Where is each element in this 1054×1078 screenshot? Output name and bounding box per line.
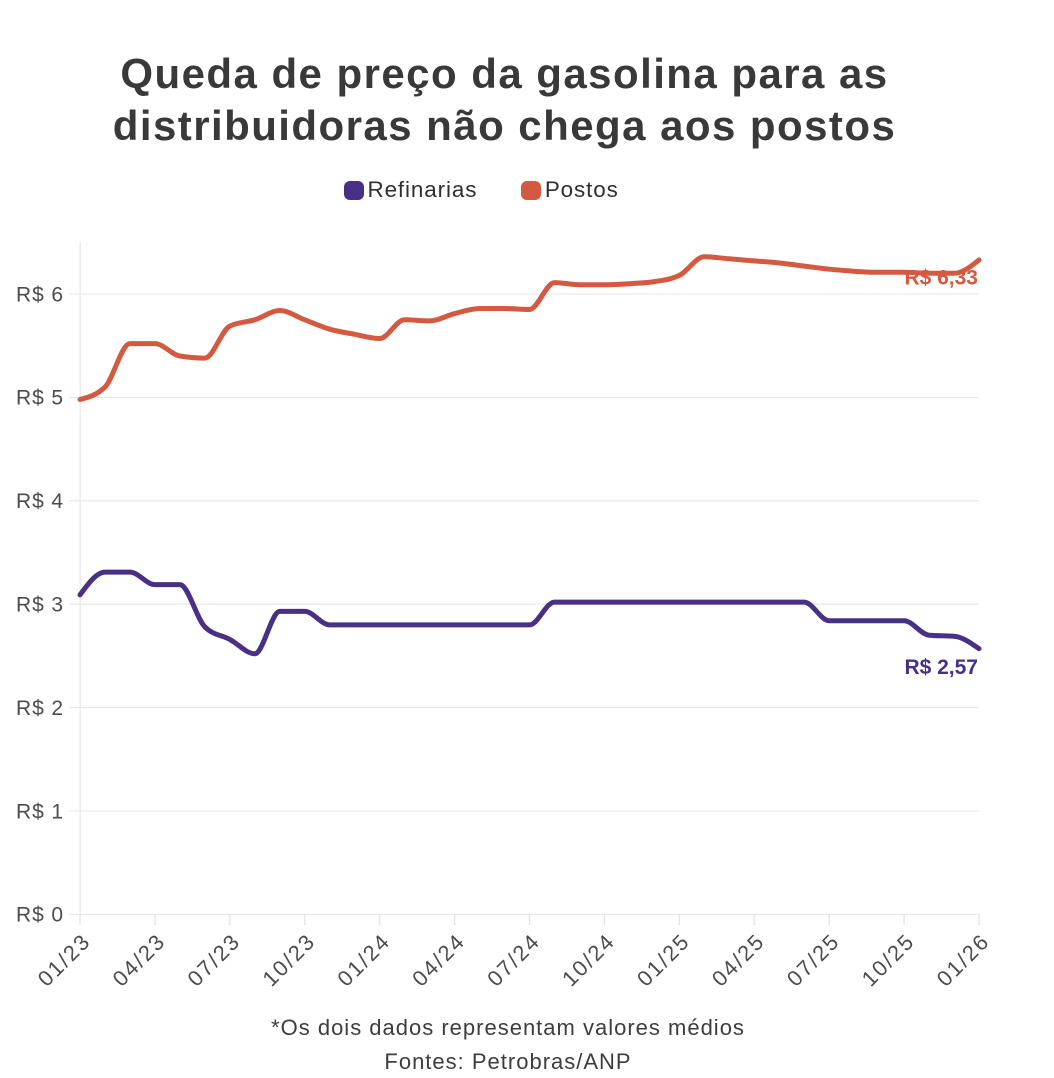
svg-text:04/24: 04/24 xyxy=(407,928,470,991)
svg-text:R$ 6: R$ 6 xyxy=(16,283,64,306)
svg-text:10/23: 10/23 xyxy=(257,928,320,991)
svg-text:R$ 2,57: R$ 2,57 xyxy=(904,656,978,679)
svg-text:01/24: 01/24 xyxy=(332,928,395,991)
svg-text:R$ 5: R$ 5 xyxy=(16,387,64,410)
svg-text:10/25: 10/25 xyxy=(857,928,920,991)
svg-text:07/23: 07/23 xyxy=(182,928,245,991)
svg-text:R$ 1: R$ 1 xyxy=(16,800,64,823)
svg-text:10/24: 10/24 xyxy=(557,928,620,991)
svg-text:R$ 4: R$ 4 xyxy=(16,490,64,513)
svg-text:R$ 2: R$ 2 xyxy=(16,697,64,720)
svg-text:R$ 6,33: R$ 6,33 xyxy=(904,267,978,290)
svg-text:07/25: 07/25 xyxy=(782,928,845,991)
svg-text:07/24: 07/24 xyxy=(482,928,545,991)
svg-text:R$ 0: R$ 0 xyxy=(16,904,64,927)
svg-text:01/23: 01/23 xyxy=(33,928,96,991)
svg-text:R$ 3: R$ 3 xyxy=(16,594,64,617)
svg-text:04/25: 04/25 xyxy=(707,928,770,991)
svg-text:04/23: 04/23 xyxy=(107,928,170,991)
svg-text:01/26: 01/26 xyxy=(932,928,995,991)
svg-text:01/25: 01/25 xyxy=(632,928,695,991)
